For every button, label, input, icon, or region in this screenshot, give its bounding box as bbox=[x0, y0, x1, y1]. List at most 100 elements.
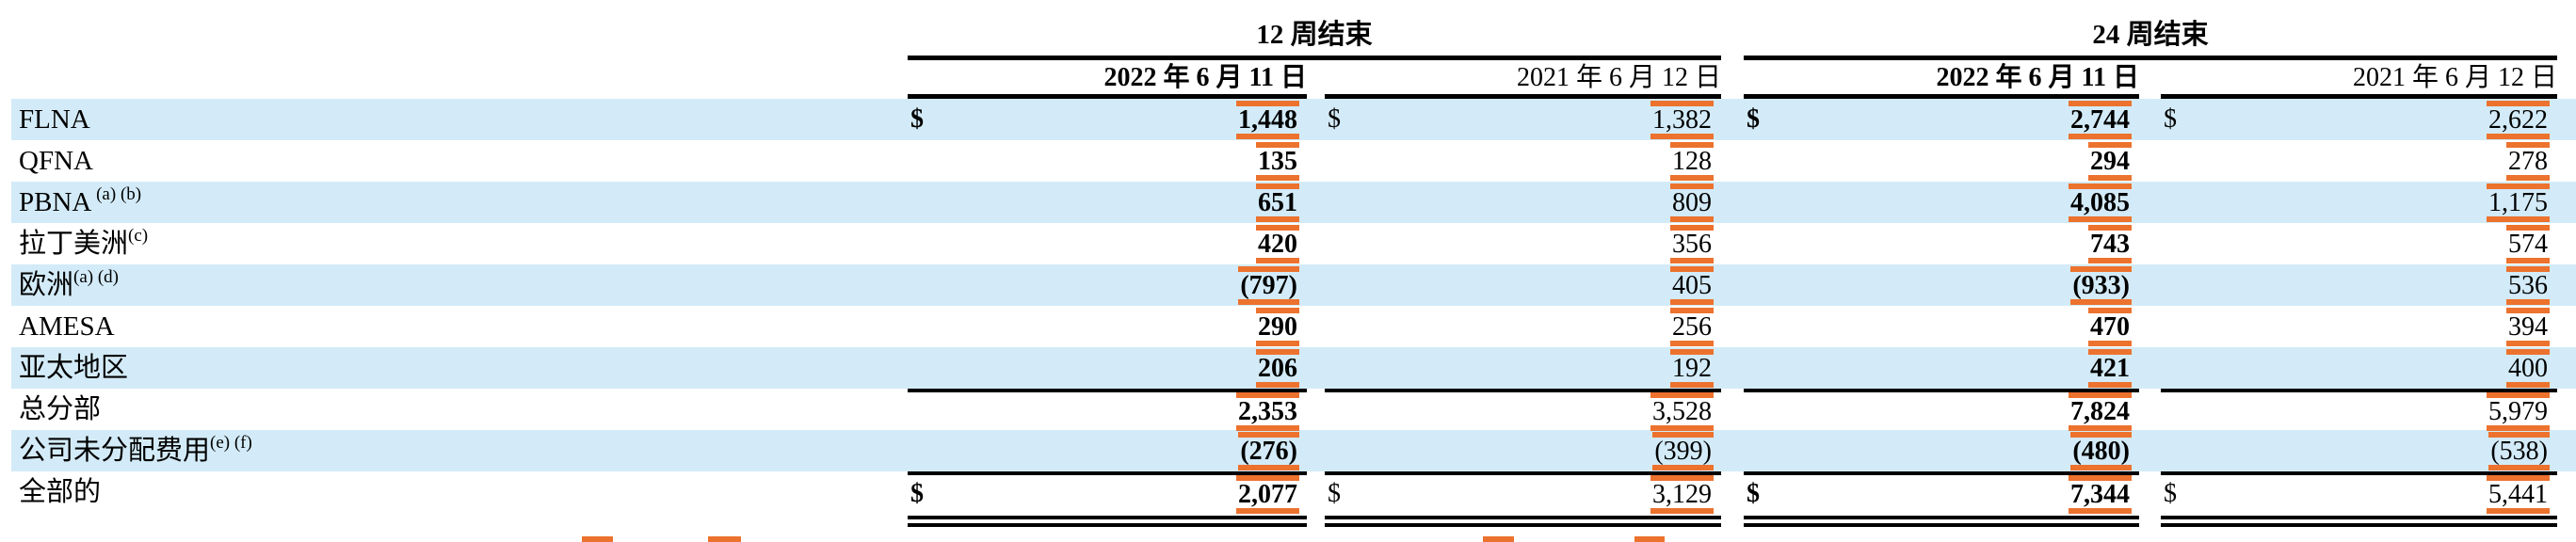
value: 2,077 bbox=[1236, 474, 1299, 514]
table-row-7: 亚太地区 206 192 421 400 bbox=[11, 347, 2576, 389]
column-date-12wk-2021: 2021 年 6 月 12 日 bbox=[1325, 60, 1721, 99]
double-rule-col2 bbox=[1325, 513, 1721, 529]
right-margin-spacer bbox=[2557, 0, 2576, 60]
value: 256 bbox=[1670, 307, 1714, 346]
value: 651 bbox=[1256, 183, 1299, 222]
value: 4,085 bbox=[2069, 183, 2132, 222]
value-cell-24wk-2021: 1,175 bbox=[2161, 182, 2557, 223]
column-gap bbox=[1721, 60, 1744, 99]
value-cell-12wk-2021: 809 bbox=[1325, 182, 1721, 223]
value-cell-24wk-2021: $5,441 bbox=[2161, 471, 2557, 514]
value: 206 bbox=[1256, 348, 1299, 388]
value: 2,353 bbox=[1236, 391, 1299, 431]
value: 278 bbox=[2506, 141, 2550, 181]
row-label: AMESA bbox=[19, 311, 115, 342]
value-cell-12wk-2021: 192 bbox=[1325, 347, 1721, 389]
value: (933) bbox=[2070, 265, 2132, 305]
row-label-cell: 全部的 bbox=[11, 471, 908, 513]
column-gap bbox=[1721, 0, 1744, 60]
value-cell-24wk-2021: (538) bbox=[2161, 430, 2557, 471]
value-cell-24wk-2022: 421 bbox=[1744, 347, 2139, 389]
column-gap bbox=[2139, 60, 2161, 99]
value: 574 bbox=[2506, 224, 2550, 263]
column-date-24wk-2022: 2022 年 6 月 11 日 bbox=[1744, 60, 2139, 99]
value-cell-12wk-2022: 2,353 bbox=[908, 389, 1307, 431]
double-rule-col4 bbox=[2161, 513, 2557, 529]
value-cell-12wk-2022: $2,077 bbox=[908, 471, 1307, 514]
value-cell-12wk-2022: 651 bbox=[908, 182, 1307, 223]
value: (399) bbox=[1652, 431, 1714, 470]
value: 7,344 bbox=[2069, 474, 2132, 514]
column-gap bbox=[1721, 513, 1744, 529]
value: 421 bbox=[2088, 348, 2132, 388]
value: 7,824 bbox=[2069, 391, 2132, 431]
currency-symbol: $ bbox=[1747, 104, 1760, 134]
table-row-10: 全部的 $2,077 $3,129 $7,344 $5,441 bbox=[11, 471, 2576, 514]
row-label: 公司未分配费用 bbox=[19, 436, 211, 466]
value: 290 bbox=[1256, 307, 1299, 346]
row-label: 欧洲 bbox=[19, 270, 74, 300]
value-cell-12wk-2022: 420 bbox=[908, 223, 1307, 264]
row-label-cell: 亚太地区 bbox=[11, 347, 908, 389]
value: (797) bbox=[1238, 265, 1299, 305]
row-label: 拉丁美洲 bbox=[19, 229, 129, 259]
value-cell-12wk-2021: (399) bbox=[1325, 430, 1721, 471]
segment-table: 12 周结束 24 周结束 2022 年 6 月 11 日 2021 年 6 月… bbox=[11, 0, 2576, 529]
value: 2,622 bbox=[2487, 100, 2550, 139]
value: 394 bbox=[2506, 307, 2550, 346]
value: 3,528 bbox=[1650, 391, 1714, 431]
table-row-5: 欧洲(a) (d) (797) 405 (933) 536 bbox=[11, 264, 2576, 306]
period-group-24wk-label: 24 周结束 bbox=[2092, 20, 2209, 50]
currency-symbol: $ bbox=[1747, 479, 1760, 508]
value-cell-12wk-2022: 135 bbox=[908, 140, 1307, 182]
value-cell-12wk-2021: 405 bbox=[1325, 264, 1721, 306]
row-label: 全部的 bbox=[19, 477, 102, 507]
row-label-superscript: (a) (d) bbox=[73, 267, 120, 287]
rule-label-spacer bbox=[11, 513, 908, 529]
table-row-4: 拉丁美洲(c) 420 356 743 574 bbox=[11, 223, 2576, 264]
table-row-3: PBNA (a) (b) 651 809 4,085 1,175 bbox=[11, 182, 2576, 223]
double-rule-col1 bbox=[908, 513, 1307, 529]
value-cell-12wk-2021: $3,129 bbox=[1325, 471, 1721, 514]
currency-symbol: $ bbox=[910, 479, 924, 508]
row-label-cell: FLNA bbox=[11, 99, 908, 140]
period-group-24wk: 24 周结束 bbox=[1744, 0, 2557, 60]
row-label-cell: PBNA (a) (b) bbox=[11, 182, 908, 223]
value-cell-24wk-2021: 536 bbox=[2161, 264, 2557, 306]
total-double-rule-row bbox=[11, 513, 2576, 529]
row-label: 总分部 bbox=[19, 394, 102, 424]
value-cell-12wk-2022: (276) bbox=[908, 430, 1307, 471]
value: 743 bbox=[2088, 224, 2132, 263]
currency-symbol: $ bbox=[1328, 479, 1341, 508]
clipped-highlight-bar bbox=[1634, 536, 1665, 542]
table-body: FLNA $1,448 $1,382 $2,744 $2,622 QFNA 13… bbox=[11, 99, 2576, 514]
table-row-1: FLNA $1,448 $1,382 $2,744 $2,622 bbox=[11, 99, 2576, 140]
value: 809 bbox=[1670, 183, 1714, 222]
double-rule-col3 bbox=[1744, 513, 2139, 529]
value: 1,448 bbox=[1236, 100, 1299, 139]
column-gap bbox=[1307, 60, 1325, 99]
value: 356 bbox=[1670, 224, 1714, 263]
value: (480) bbox=[2070, 431, 2132, 470]
value: 5,441 bbox=[2487, 474, 2550, 514]
value-cell-24wk-2022: 294 bbox=[1744, 140, 2139, 182]
value-cell-24wk-2022: $7,344 bbox=[1744, 471, 2139, 514]
period-group-header-row: 12 周结束 24 周结束 bbox=[11, 0, 2576, 60]
value-cell-12wk-2021: 256 bbox=[1325, 306, 1721, 347]
value-cell-24wk-2022: (933) bbox=[1744, 264, 2139, 306]
row-label: 亚太地区 bbox=[19, 353, 129, 383]
column-gap bbox=[1307, 513, 1325, 529]
value: 192 bbox=[1670, 348, 1714, 388]
row-label-cell: 公司未分配费用(e) (f) bbox=[11, 430, 908, 471]
value-cell-24wk-2022: (480) bbox=[1744, 430, 2139, 471]
value: 3,129 bbox=[1650, 474, 1714, 514]
row-label-cell: QFNA bbox=[11, 140, 908, 182]
currency-symbol: $ bbox=[2164, 479, 2177, 508]
table-row-6: AMESA 290 256 470 394 bbox=[11, 306, 2576, 347]
value: 2,744 bbox=[2069, 100, 2132, 139]
date-header-row: 2022 年 6 月 11 日 2021 年 6 月 12 日 2022 年 6… bbox=[11, 60, 2576, 99]
clipped-highlight-bar bbox=[1483, 536, 1514, 542]
table-row-8: 总分部 2,353 3,528 7,824 5,979 bbox=[11, 389, 2576, 431]
row-label: FLNA bbox=[19, 104, 90, 135]
